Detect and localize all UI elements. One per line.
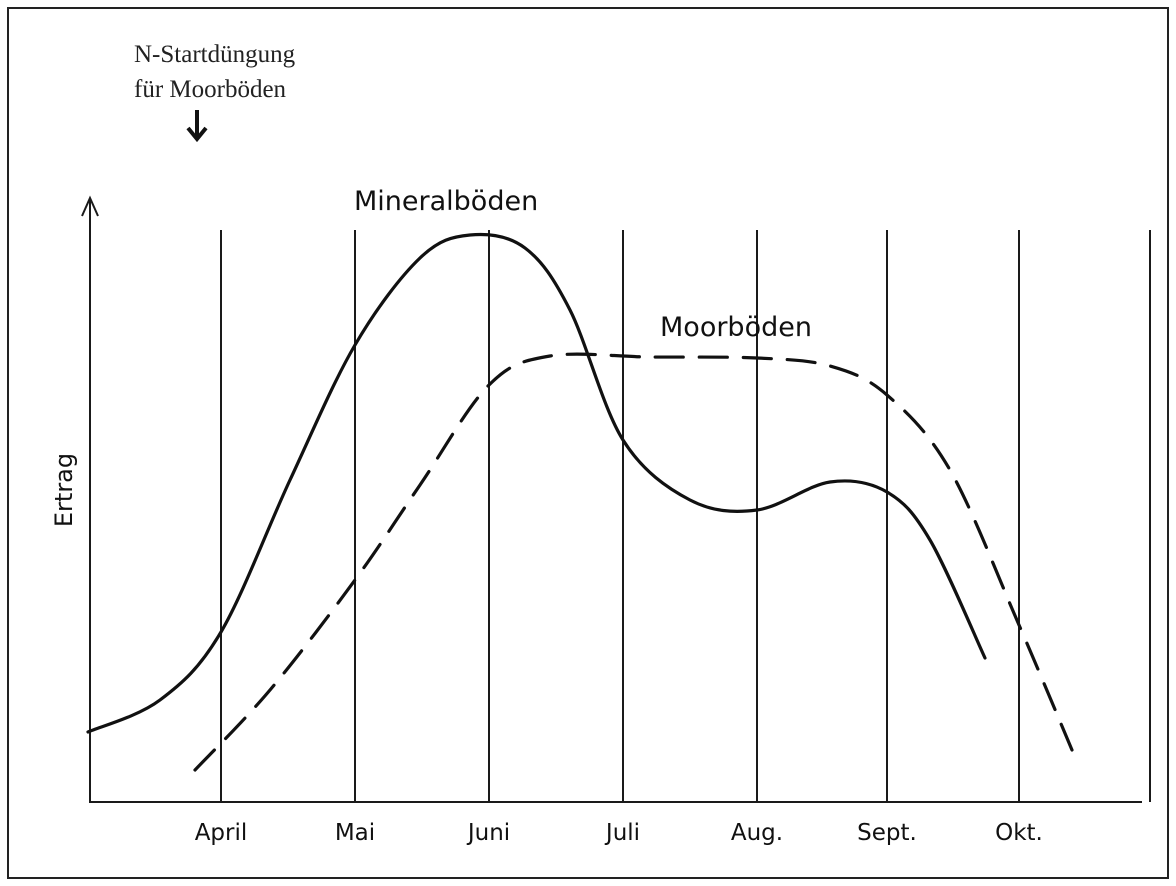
month-label: Aug. — [731, 820, 783, 846]
month-label: Juni — [466, 820, 510, 846]
y-axis-label: Ertrag — [50, 453, 78, 527]
annotation-line: N-Startdüngung — [134, 41, 296, 68]
mineral-curve — [86, 232, 987, 734]
month-label: Sept. — [857, 820, 917, 846]
annotation-arrow — [186, 110, 208, 143]
month-labels: April Mai Juni Juli Aug. Sept. Okt. — [195, 820, 1043, 846]
annotation-line: für Moorböden — [134, 76, 287, 103]
month-label: April — [195, 820, 248, 846]
month-lines — [220, 230, 1151, 802]
curve-label: Moorböden — [660, 312, 812, 343]
month-label: Mai — [335, 820, 375, 846]
moor-curve — [193, 352, 1074, 772]
month-label: Juli — [604, 820, 640, 846]
y-axis-arrow — [81, 195, 99, 217]
curve-label: Mineralböden — [354, 186, 538, 217]
frame — [7, 7, 1169, 879]
month-label: Okt. — [995, 820, 1043, 846]
